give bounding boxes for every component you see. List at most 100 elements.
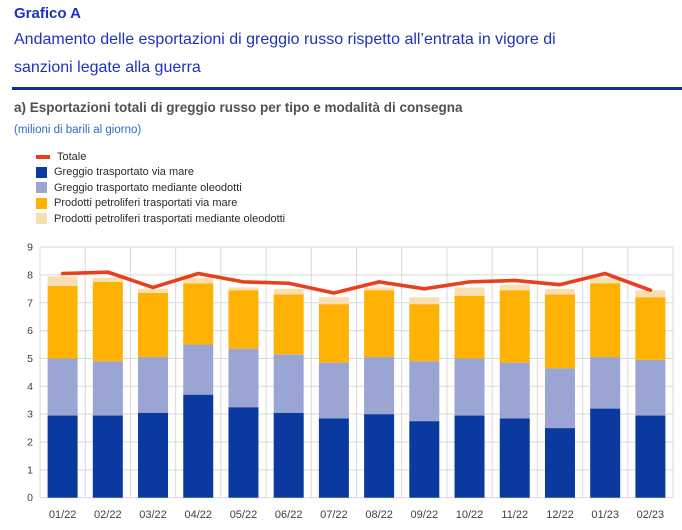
bar-segment	[499, 418, 530, 498]
bar-segment	[183, 283, 214, 345]
bar-segment	[364, 287, 395, 291]
bar-segment	[92, 277, 123, 282]
y-tick-label: 3	[27, 409, 33, 421]
x-tick-label: 01/22	[49, 509, 77, 521]
legend-label: Greggio trasportato mediante oleodotti	[54, 181, 242, 194]
x-tick-label: 01/23	[591, 509, 619, 521]
bar-segment	[590, 408, 621, 498]
bar-segment	[228, 407, 259, 498]
bar-segment	[138, 293, 169, 358]
figure-label: Grafico A	[14, 5, 81, 22]
figure-title-line-1: Andamento delle esportazioni di greggio …	[14, 31, 556, 48]
bar-segment	[499, 362, 530, 419]
bar-segment	[635, 297, 666, 360]
bar-segment	[273, 412, 304, 498]
x-tick-label: 07/22	[320, 509, 348, 521]
bar-segment	[228, 348, 259, 408]
chart-legend: Totale Greggio trasportato via mare Greggi…	[36, 150, 286, 225]
x-tick-label: 12/22	[546, 509, 574, 521]
bar-segment	[273, 294, 304, 355]
legend-item: Prodotti petroliferi trasportati mediant…	[36, 212, 286, 225]
bar-segment	[92, 281, 123, 362]
legend-label: Totale	[57, 150, 87, 163]
bar-segment	[364, 357, 395, 415]
total-line	[60, 270, 653, 295]
title-divider-rule	[12, 87, 682, 90]
x-tick-label: 03/22	[139, 509, 167, 521]
bar-segment	[409, 361, 440, 422]
legend-line-swatch	[36, 155, 50, 159]
x-tick-label: 05/22	[230, 509, 258, 521]
bar-segment	[183, 394, 214, 498]
legend-label: Prodotti petroliferi trasportati mediant…	[54, 212, 286, 225]
y-tick-label: 7	[27, 297, 33, 309]
stacked-bar-line-chart: 0 1 2 3 4 5 6 7 8 9 01/22 02/22 03/22 04/22 05/22 06/22…	[27, 242, 674, 521]
x-tick-label: 09/22	[411, 509, 439, 521]
bar-segment	[544, 294, 575, 369]
legend-item: Prodotti petroliferi trasportati via mar…	[36, 197, 285, 209]
bar-segment	[183, 277, 214, 284]
bar-segment	[138, 288, 169, 294]
legend-label: Greggio trasportato via mare	[54, 166, 195, 178]
bar-segment	[544, 288, 575, 295]
bar-segment	[454, 287, 485, 296]
y-tick-label: 8	[27, 269, 33, 281]
legend-square-swatch	[36, 197, 47, 209]
bar-segment	[364, 290, 395, 358]
legend-item: Totale	[36, 150, 285, 163]
bar-segment	[590, 357, 621, 409]
bar-segment	[273, 354, 304, 413]
y-tick-label: 1	[27, 464, 33, 476]
bar-segment	[47, 358, 78, 416]
bar-segment	[635, 359, 666, 416]
legend-item: Greggio trasportato via mare	[36, 166, 285, 178]
panel-heading: a) Esportazioni totali di greggio russo …	[14, 100, 463, 115]
legend-label: Prodotti petroliferi trasportati via mar…	[54, 197, 238, 209]
bar-segment	[499, 284, 530, 291]
figure-title-line-2: sanzioni legate alla guerra	[14, 59, 201, 76]
bar-segment	[590, 277, 621, 284]
bar-segment	[454, 415, 485, 498]
bar-segment	[228, 290, 259, 349]
bar-segment	[47, 276, 78, 287]
y-tick-label: 4	[27, 381, 33, 393]
bar-segment	[92, 361, 123, 416]
x-tick-label: 08/22	[365, 509, 393, 521]
bar-segment	[318, 362, 349, 419]
bar-segment	[47, 415, 78, 498]
legend-item: Greggio trasportato mediante oleodotti	[36, 181, 285, 194]
bar-segment	[228, 287, 259, 291]
bar-segment	[544, 428, 575, 498]
x-tick-label: 10/22	[456, 509, 484, 521]
bar-segment	[273, 288, 304, 295]
bar-segment	[409, 304, 440, 362]
x-tick-label: 11/22	[501, 509, 528, 521]
bar-segment	[92, 415, 123, 498]
bar-segment	[318, 304, 349, 363]
bar-segment	[635, 415, 666, 498]
y-tick-label: 9	[27, 242, 33, 254]
bar-segment	[499, 290, 530, 363]
bar-segment	[47, 286, 78, 359]
bar-segment	[138, 412, 169, 498]
legend-square-swatch	[36, 213, 47, 224]
legend-square-swatch	[36, 166, 47, 178]
legend-square-swatch	[36, 182, 47, 193]
bar-segment	[454, 358, 485, 416]
bar-segment	[318, 418, 349, 498]
bar-segment	[183, 344, 214, 395]
units-note: (milioni di barili al giorno)	[14, 124, 142, 136]
x-tick-label: 04/22	[184, 509, 212, 521]
y-tick-label: 2	[27, 437, 33, 449]
y-tick-label: 0	[27, 492, 33, 504]
bar-segment	[635, 290, 666, 298]
bar-segment	[544, 368, 575, 429]
bar-segment	[409, 297, 440, 305]
bar-segment	[409, 421, 440, 498]
bar-segment	[590, 283, 621, 358]
x-tick-label: 06/22	[275, 509, 303, 521]
x-tick-label: 02/22	[94, 509, 122, 521]
bar-segment	[364, 414, 395, 498]
y-tick-label: 5	[27, 353, 33, 365]
